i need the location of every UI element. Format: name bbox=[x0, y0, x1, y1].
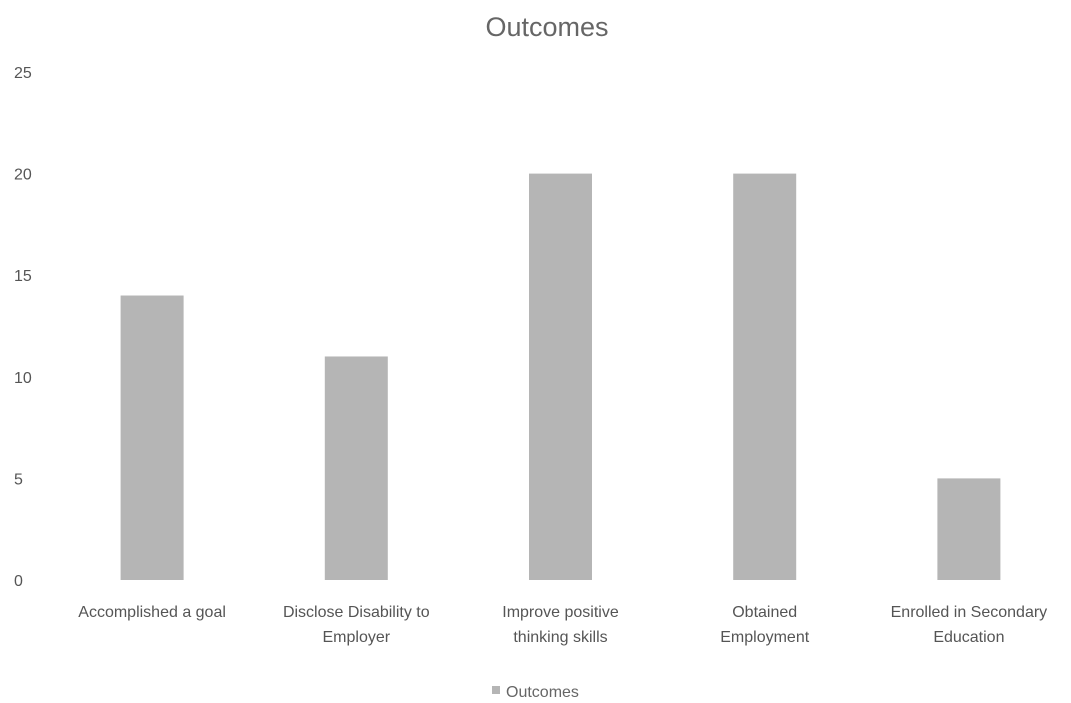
bar bbox=[529, 173, 592, 580]
bar bbox=[937, 478, 1001, 580]
x-category-label-line: Employer bbox=[323, 629, 391, 646]
x-category-label-line: Obtained bbox=[732, 604, 797, 621]
x-category-label: Improve positive thinking skills bbox=[502, 604, 619, 646]
y-tick-label: 10 bbox=[14, 370, 32, 387]
bars bbox=[120, 173, 1001, 580]
x-category-label-line: Disclose Disability to bbox=[283, 604, 430, 621]
chart-title: Outcomes bbox=[485, 12, 608, 42]
x-category-label-line: Accomplished a goal bbox=[78, 604, 226, 621]
x-axis: Accomplished a goal Disclose Disability t… bbox=[78, 604, 1047, 646]
legend-swatch bbox=[492, 686, 500, 694]
bar bbox=[324, 356, 388, 580]
y-tick-label: 20 bbox=[14, 167, 32, 184]
y-tick-label: 5 bbox=[14, 471, 23, 488]
legend-label: Outcomes bbox=[506, 684, 579, 701]
x-category-label-line: Employment bbox=[720, 629, 809, 646]
y-tick-label: 0 bbox=[14, 573, 23, 590]
y-tick-label: 15 bbox=[14, 268, 32, 285]
x-category-label: Enrolled in Secondary Education bbox=[891, 604, 1048, 646]
x-category-label-line: Improve positive bbox=[502, 604, 619, 621]
bar bbox=[733, 173, 797, 580]
x-category-label: Disclose Disability to Employer bbox=[283, 604, 430, 646]
y-tick-label: 25 bbox=[14, 65, 32, 82]
y-axis: 0 5 10 15 20 25 bbox=[14, 65, 32, 590]
bar bbox=[120, 295, 184, 580]
x-category-label-line: thinking skills bbox=[513, 629, 607, 646]
x-category-label-line: Education bbox=[933, 629, 1004, 646]
legend: Outcomes bbox=[492, 684, 579, 701]
x-category-label: Obtained Employment bbox=[720, 604, 809, 646]
x-category-label-line: Enrolled in Secondary bbox=[891, 604, 1048, 621]
x-category-label: Accomplished a goal bbox=[78, 604, 226, 621]
